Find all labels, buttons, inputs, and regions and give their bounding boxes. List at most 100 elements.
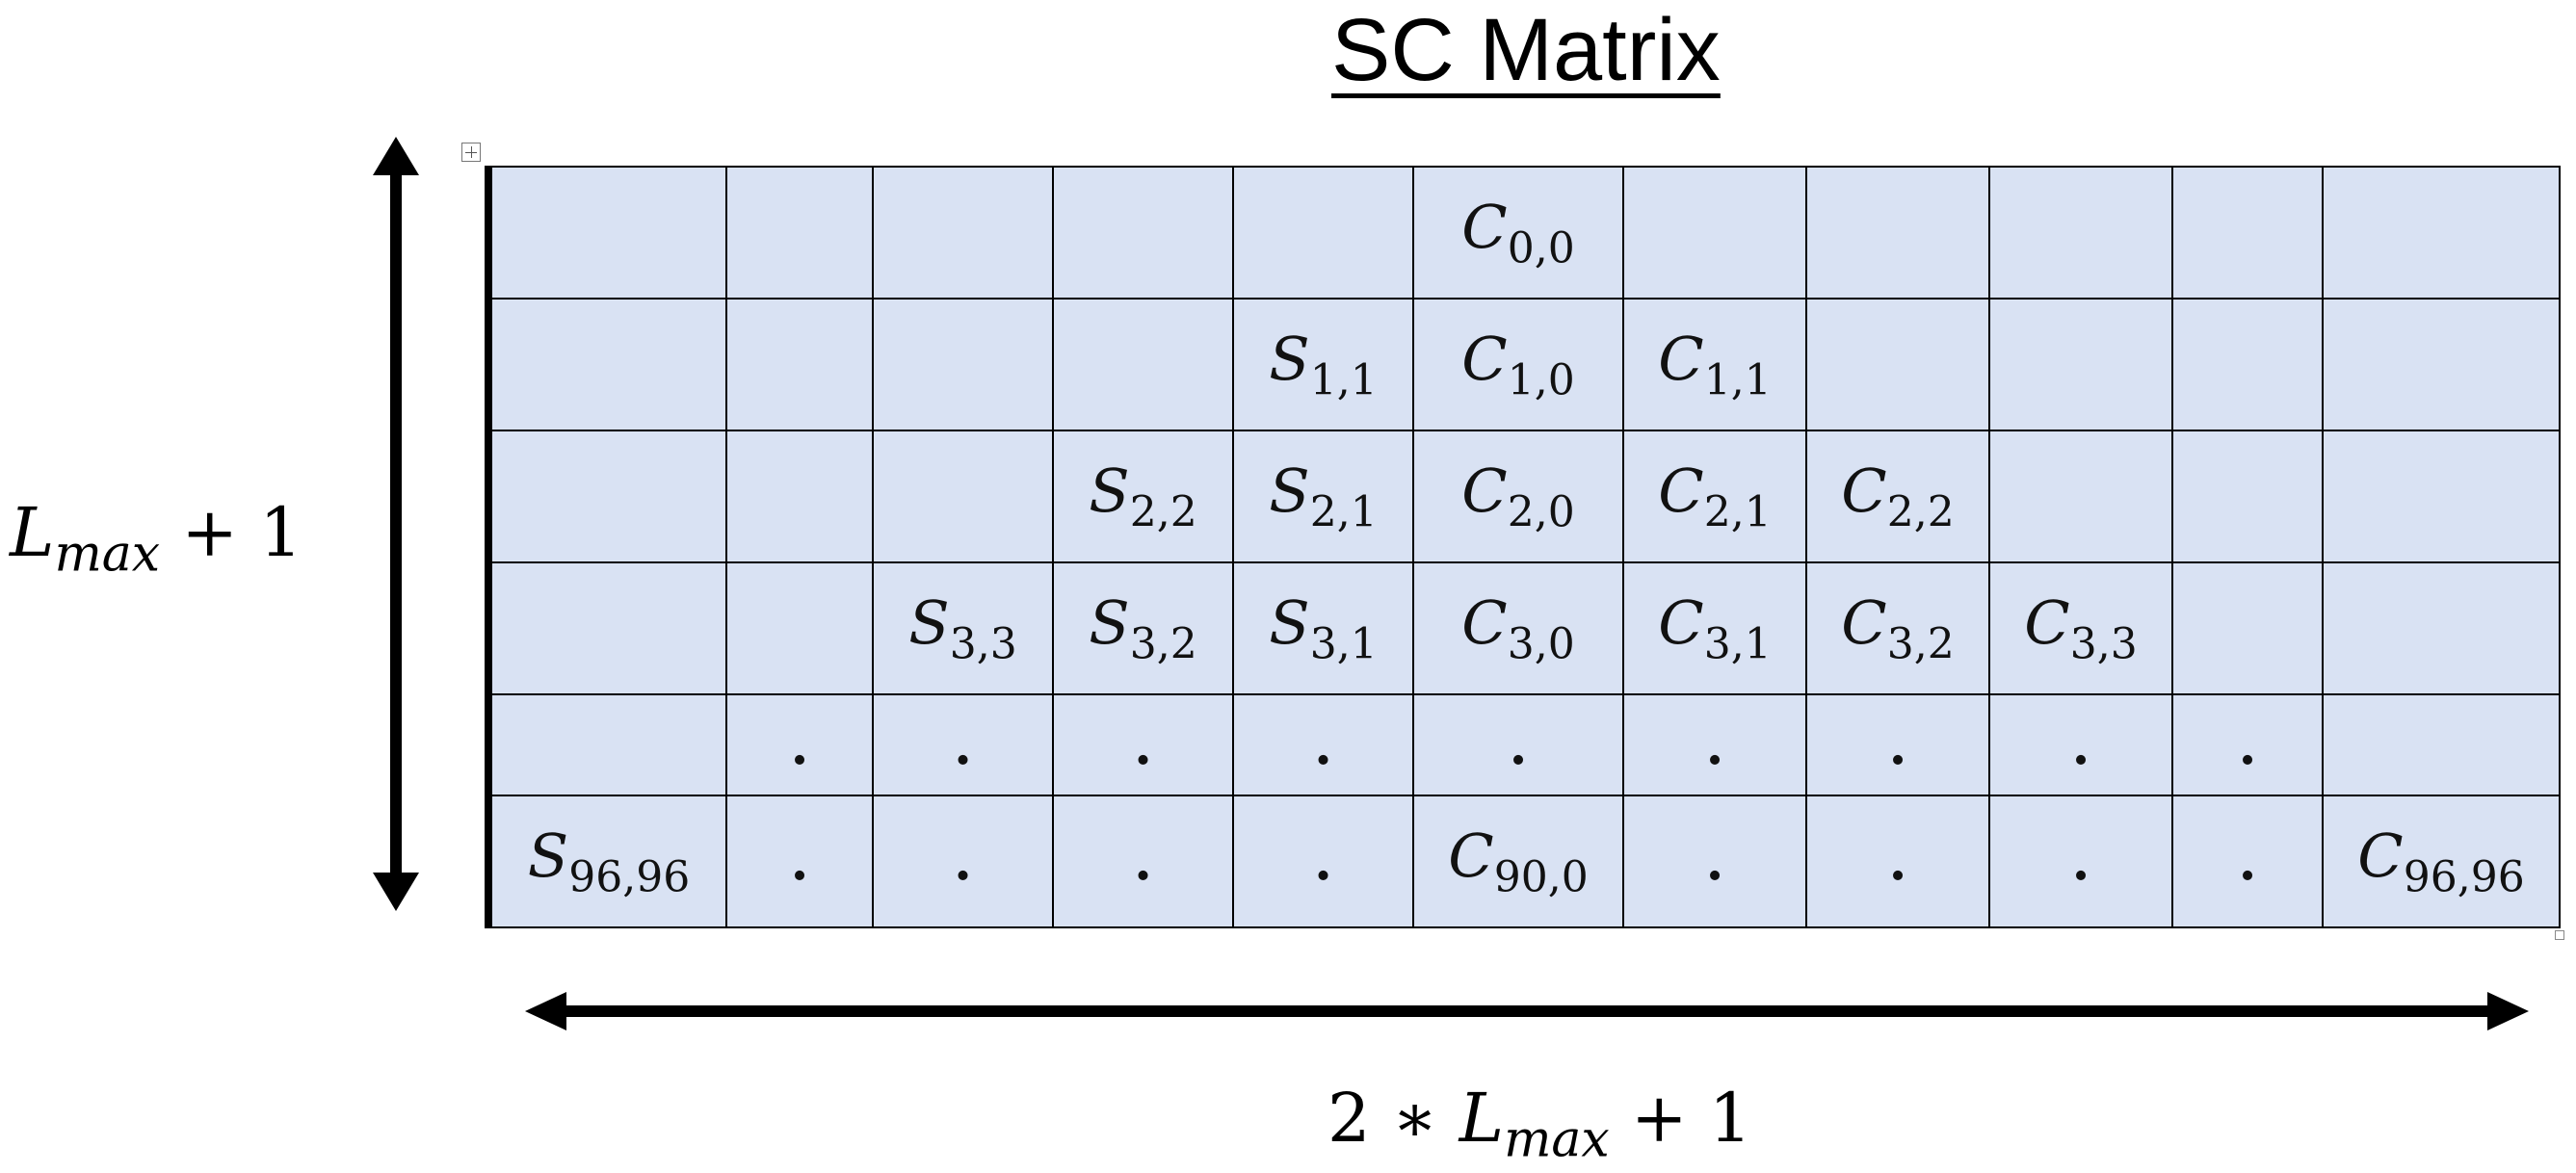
cell-symbol: . xyxy=(954,830,972,893)
cell-symbol: C xyxy=(1461,192,1508,263)
matrix-cell: C90,0 xyxy=(1412,794,1624,929)
cell-symbol: . xyxy=(1134,714,1152,776)
cell-symbol: . xyxy=(1314,830,1332,893)
matrix-cell: . xyxy=(1988,794,2173,929)
matrix-cell: S1,1 xyxy=(1232,298,1414,432)
cell-symbol: C xyxy=(1658,456,1704,527)
matrix-cell: S2,1 xyxy=(1232,430,1414,564)
double-arrow-vertical-icon xyxy=(373,137,419,911)
matrix-cell xyxy=(1052,165,1234,300)
label-suffix: + 1 xyxy=(1631,1079,1752,1158)
label-sub: max xyxy=(1504,1110,1610,1169)
cell-index: 96,96 xyxy=(568,852,691,902)
matrix-cell xyxy=(2171,561,2324,696)
cell-symbol: S xyxy=(908,587,950,659)
cell-symbol: C xyxy=(2024,587,2070,659)
matrix-cell xyxy=(1232,165,1414,300)
cell-symbol: . xyxy=(790,714,809,776)
matrix-cell xyxy=(2322,693,2561,796)
cell-index: 2,1 xyxy=(1703,487,1772,537)
matrix-row: S1,1 C1,0 C1,1 xyxy=(485,298,2561,432)
cell-symbol: S xyxy=(1269,456,1310,527)
matrix-cell xyxy=(725,298,874,432)
cell-symbol: C xyxy=(1461,456,1508,527)
cell-index: 2,1 xyxy=(1309,487,1378,537)
matrix-row: ......... xyxy=(485,693,2561,796)
cell-index: 96,96 xyxy=(2403,852,2525,902)
matrix-cell xyxy=(1805,165,1990,300)
matrix-cell: . xyxy=(1805,794,1990,929)
cell-symbol: C xyxy=(1658,324,1704,395)
matrix-cell xyxy=(725,561,874,696)
matrix-cell xyxy=(1988,430,2173,564)
cell-symbol: . xyxy=(1509,714,1528,776)
double-arrow-horizontal-icon xyxy=(525,992,2529,1030)
matrix-cell xyxy=(1622,165,1807,300)
cell-index: 0,0 xyxy=(1507,223,1575,274)
matrix-cell xyxy=(872,165,1054,300)
matrix-cell xyxy=(2322,165,2561,300)
matrix-cell: . xyxy=(872,794,1054,929)
matrix-cell: . xyxy=(2171,693,2324,796)
matrix-cell xyxy=(2171,430,2324,564)
page-title: SC Matrix xyxy=(1331,1,1721,99)
label-base: L xyxy=(10,493,55,572)
table-resize-handle-icon[interactable] xyxy=(2555,930,2564,940)
table-move-handle-icon[interactable] xyxy=(461,143,481,162)
cell-index: 1,0 xyxy=(1507,355,1575,405)
matrix-cell xyxy=(2322,298,2561,432)
cell-index: 2,2 xyxy=(1129,487,1197,537)
matrix-cell: . xyxy=(1052,794,1234,929)
cell-index: 2,2 xyxy=(1886,487,1955,537)
matrix-cell: . xyxy=(1988,693,2173,796)
matrix-cell: C1,0 xyxy=(1412,298,1624,432)
cell-symbol: C xyxy=(1658,587,1704,659)
matrix-cell: C1,1 xyxy=(1622,298,1807,432)
cell-symbol: . xyxy=(1705,830,1724,893)
label-sub: max xyxy=(54,525,161,584)
cell-symbol: . xyxy=(1888,830,1907,893)
matrix-cell xyxy=(485,298,727,432)
cell-symbol: . xyxy=(2071,830,2090,893)
matrix-cell xyxy=(485,561,727,696)
matrix-cell: . xyxy=(1052,693,1234,796)
cell-symbol: . xyxy=(1134,830,1152,893)
matrix-cell: C2,2 xyxy=(1805,430,1990,564)
cell-symbol: S xyxy=(1269,324,1310,395)
cell-symbol: C xyxy=(1448,821,1494,892)
cell-index: 3,0 xyxy=(1507,619,1575,669)
matrix-cell xyxy=(485,693,727,796)
cell-symbol: C xyxy=(2357,821,2404,892)
matrix-cell xyxy=(2322,561,2561,696)
matrix-cell: . xyxy=(1412,693,1624,796)
matrix-cell: . xyxy=(872,693,1054,796)
matrix-cell: . xyxy=(1232,693,1414,796)
matrix-cell xyxy=(725,430,874,564)
columns-dimension-label: 2 ∗ Lmax + 1 xyxy=(1327,1079,1751,1169)
cell-index: 2,0 xyxy=(1507,487,1575,537)
matrix-cell: S3,3 xyxy=(872,561,1054,696)
matrix-cell xyxy=(872,298,1054,432)
matrix-cell: S3,1 xyxy=(1232,561,1414,696)
cell-symbol: S xyxy=(1269,587,1310,659)
matrix-cell: S2,2 xyxy=(1052,430,1234,564)
matrix-cell: . xyxy=(2171,794,2324,929)
matrix-cell: S96,96 xyxy=(485,794,727,929)
rows-dimension-label: Lmax + 1 xyxy=(10,493,302,584)
cell-symbol: S xyxy=(1089,587,1130,659)
matrix-cell: S3,2 xyxy=(1052,561,1234,696)
matrix-cell: . xyxy=(1622,693,1807,796)
cell-symbol: S xyxy=(1089,456,1130,527)
matrix-cell: C2,1 xyxy=(1622,430,1807,564)
cell-symbol: C xyxy=(1841,456,1887,527)
matrix-cell: C3,0 xyxy=(1412,561,1624,696)
matrix-cell xyxy=(725,165,874,300)
label-suffix: + 1 xyxy=(181,493,302,572)
cell-symbol: C xyxy=(1461,324,1508,395)
cell-symbol: C xyxy=(1461,587,1508,659)
matrix-row: S96,96.... C90,0.... C96,96 xyxy=(485,794,2561,929)
cell-symbol: C xyxy=(1841,587,1887,659)
matrix-cell xyxy=(1988,165,2173,300)
matrix-cell xyxy=(872,430,1054,564)
